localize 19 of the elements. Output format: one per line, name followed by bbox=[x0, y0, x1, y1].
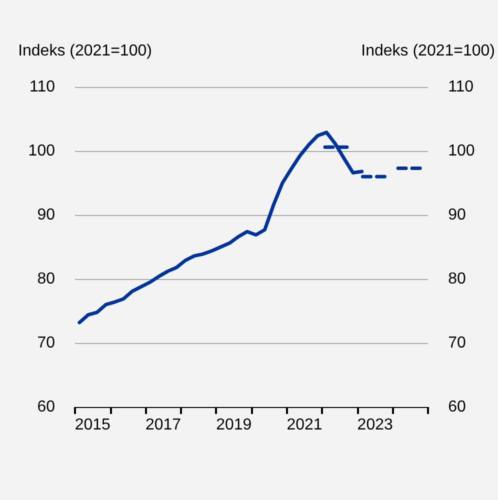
x-tick-label: 2017 bbox=[145, 416, 182, 434]
y-tick-label: 90 bbox=[37, 206, 56, 224]
x-tick-label: 2019 bbox=[216, 416, 252, 434]
y-tick-label: 80 bbox=[37, 270, 56, 288]
x-tick-label: 2021 bbox=[286, 416, 322, 434]
y-tick-label: 70 bbox=[37, 334, 56, 352]
y2-tick-label: 80 bbox=[448, 270, 466, 288]
y2-tick-label: 60 bbox=[448, 398, 466, 416]
y-tick-label: 110 bbox=[29, 78, 56, 96]
y2-tick-label: 100 bbox=[448, 142, 475, 160]
y-tick-label: 100 bbox=[28, 142, 56, 160]
y-tick-label: 60 bbox=[37, 398, 56, 416]
x-tick-label: 2015 bbox=[74, 416, 111, 434]
y2-tick-label: 110 bbox=[448, 78, 474, 96]
x-tick-label: 2023 bbox=[357, 416, 393, 434]
y2-tick-label: 90 bbox=[448, 206, 466, 224]
y2-axis-title: Indeks (2021=100) bbox=[361, 42, 495, 60]
y-axis-title: Indeks (2021=100) bbox=[18, 42, 152, 60]
y2-tick-label: 70 bbox=[448, 334, 466, 352]
